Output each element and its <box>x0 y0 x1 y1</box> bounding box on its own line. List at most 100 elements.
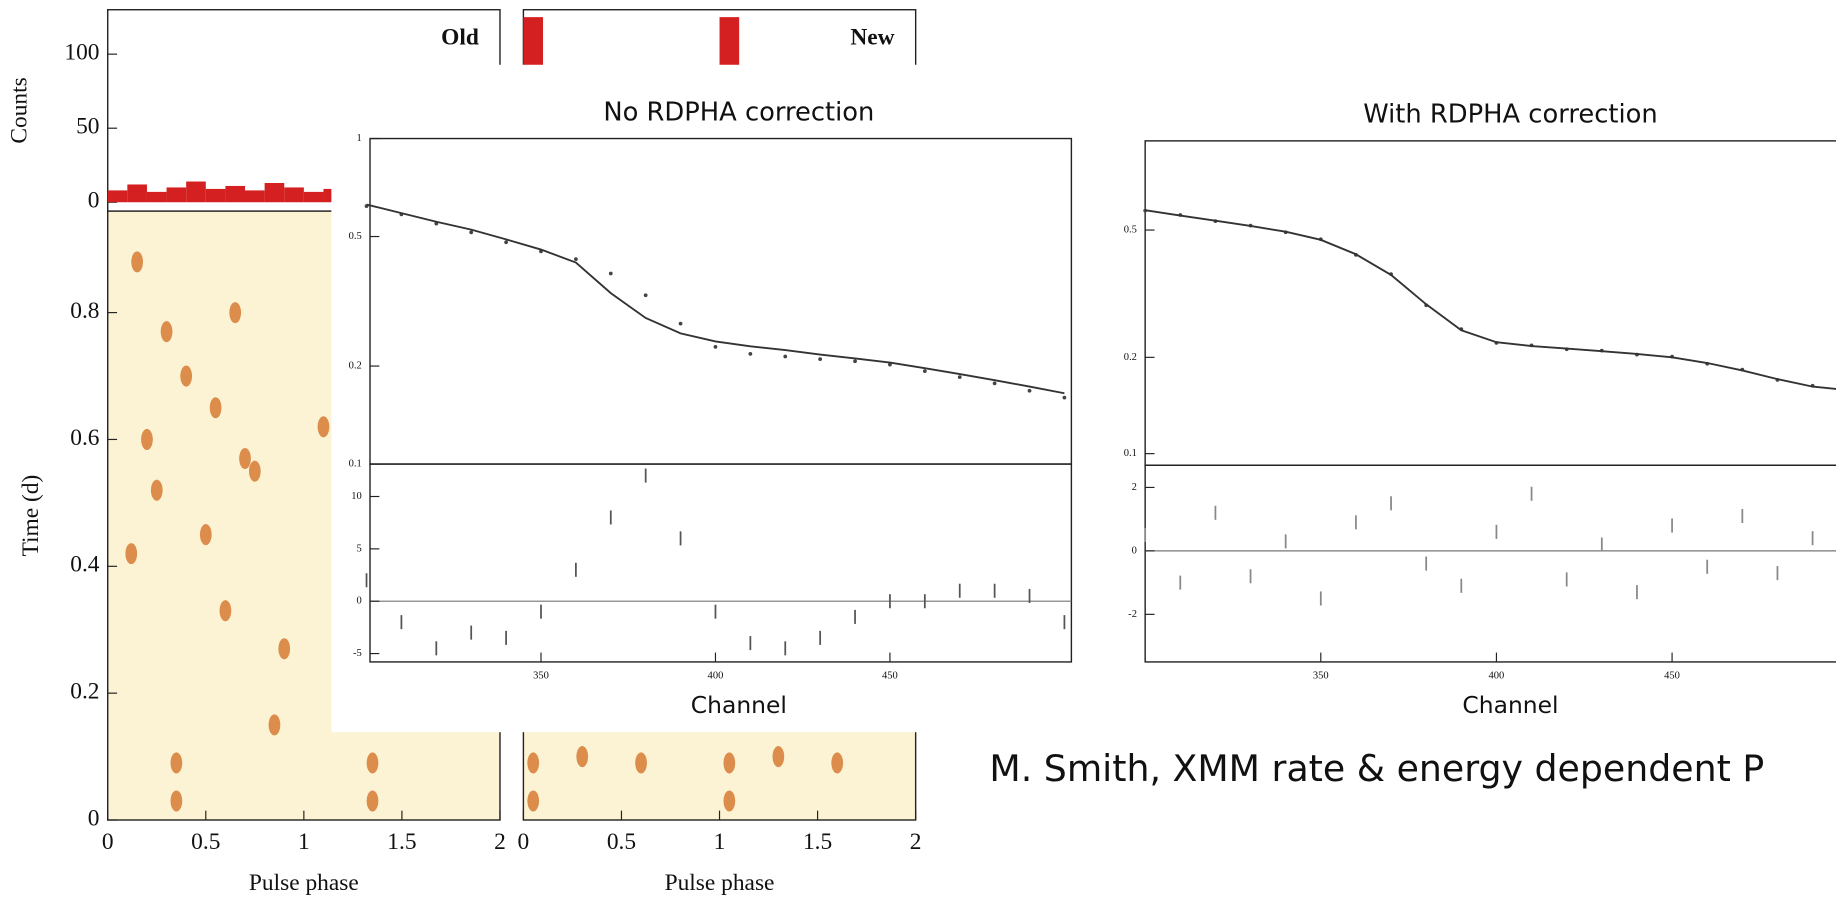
residual-y-tick-label: 10 <box>351 491 362 502</box>
event-spot <box>366 752 379 774</box>
panel-label: New <box>850 24 894 50</box>
event-spot <box>199 524 212 546</box>
overlay-panel <box>331 64 1075 733</box>
event-spot <box>160 321 173 343</box>
histogram-bar <box>127 184 147 203</box>
data-point <box>504 240 508 245</box>
y-tick-label: 100 <box>64 40 99 66</box>
data-point <box>783 354 788 359</box>
y-tick-label: 50 <box>76 114 99 140</box>
event-spot <box>527 752 540 774</box>
residual-frame <box>1144 464 1836 663</box>
x-tick-label: 0 <box>518 829 530 855</box>
x-tick-label: 2 <box>494 829 506 855</box>
y-tick-label: 0 <box>88 805 100 831</box>
event-spot <box>229 302 242 324</box>
y-axis-label: Counts <box>6 77 32 143</box>
event-spot <box>278 638 291 660</box>
event-spot <box>248 460 261 482</box>
y-tick-label: 0.4 <box>70 552 100 578</box>
data-point <box>1027 388 1032 393</box>
data-point <box>992 381 997 386</box>
event-spot <box>131 251 143 273</box>
chart-title: No RDPHA correction <box>603 97 874 127</box>
y-tick-label: 0.5 <box>1124 224 1137 235</box>
residual-y-tick-label: -2 <box>1128 609 1137 620</box>
event-spot <box>723 790 736 812</box>
event-spot <box>317 416 330 438</box>
data-point <box>1062 395 1067 400</box>
model-line <box>366 203 1065 395</box>
x-tick-label: 400 <box>708 670 724 681</box>
y-tick-label: 0.6 <box>70 425 99 451</box>
data-point <box>922 369 927 373</box>
y-tick-label: 1 <box>357 133 362 144</box>
event-spot <box>831 752 844 774</box>
y-tick-label: 0.2 <box>70 679 99 705</box>
data-point <box>957 375 962 379</box>
y-tick-label: 0 <box>88 188 100 214</box>
residual-y-tick-label: -5 <box>353 648 362 659</box>
x-tick-label: 0.5 <box>191 829 220 855</box>
y-tick-label: 0.8 <box>70 298 99 324</box>
x-tick-label: 450 <box>882 670 898 681</box>
spectrum-panels: 0.1 0.2 0.5 1 350 400 450 Channel No RDPHA corre… <box>349 97 1836 719</box>
data-point <box>469 230 474 235</box>
event-spot <box>635 752 647 774</box>
event-spot <box>219 600 232 622</box>
event-spot <box>772 746 785 768</box>
x-tick-label: 1.5 <box>387 829 416 855</box>
panel-label: Old <box>441 24 479 50</box>
event-spot <box>141 428 153 450</box>
x-tick-label: 0.5 <box>607 829 636 855</box>
x-axis-label: Channel <box>1462 691 1558 719</box>
histogram-bar <box>225 185 246 203</box>
x-axis-label: Channel <box>691 691 787 719</box>
event-spot <box>150 479 163 501</box>
data-point <box>608 271 613 276</box>
x-tick-label: 1 <box>714 829 726 855</box>
model-line <box>1145 209 1836 390</box>
x-axis-label: Pulse phase <box>665 870 775 896</box>
y-tick-label: 0.5 <box>349 231 362 242</box>
residual-y-tick-label: 0 <box>1132 545 1137 556</box>
y-tick-label: 0.2 <box>1124 352 1137 363</box>
histogram-bar <box>245 190 265 203</box>
x-tick-label: 450 <box>1664 670 1680 681</box>
residual-y-tick-label: 5 <box>357 543 362 554</box>
data-point <box>748 352 753 356</box>
y-tick-label: 0.1 <box>1124 448 1137 459</box>
event-spot <box>170 790 183 812</box>
x-tick-label: 350 <box>1313 670 1329 681</box>
event-spot <box>527 790 540 812</box>
data-point <box>678 321 683 326</box>
event-spot <box>125 543 138 565</box>
histogram-bar <box>303 191 324 203</box>
event-spot <box>170 752 183 774</box>
x-axis-label: Pulse phase <box>249 870 359 896</box>
event-spot <box>209 397 222 419</box>
histogram-bar <box>186 181 206 203</box>
event-spot <box>239 447 251 470</box>
residual-y-tick-label: 2 <box>1132 482 1137 493</box>
data-point <box>853 359 857 364</box>
x-tick-label: 2 <box>910 829 922 855</box>
data-point <box>818 357 823 362</box>
event-spot <box>576 746 589 768</box>
x-tick-label: 0 <box>102 829 114 855</box>
residual-frame <box>369 463 1073 663</box>
y-axis-label: Time (d) <box>18 475 44 557</box>
x-tick-label: 1.5 <box>803 829 832 855</box>
data-point <box>888 362 892 367</box>
histogram-bar <box>107 190 128 203</box>
histogram-bar <box>264 182 285 203</box>
data-point <box>713 345 718 349</box>
histogram-bar <box>205 188 226 203</box>
event-spot <box>268 714 281 736</box>
y-tick-label: 0.2 <box>349 360 362 371</box>
histogram-bar <box>284 187 304 203</box>
residual-y-tick-label: 0 <box>357 596 362 607</box>
caption: M. Smith, XMM rate & energy dependent P <box>989 747 1764 790</box>
histogram-bar <box>166 187 187 203</box>
